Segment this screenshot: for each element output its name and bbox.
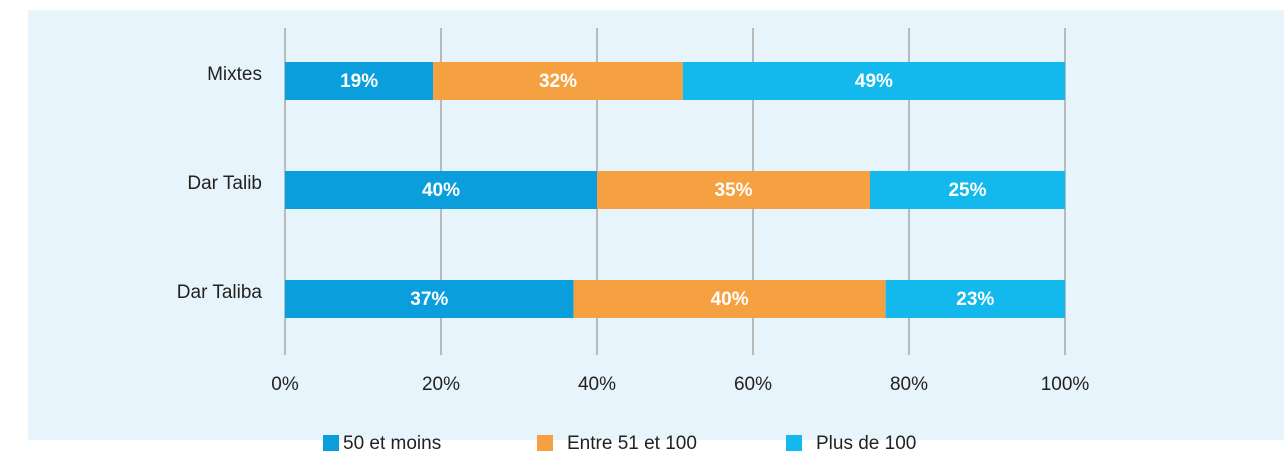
legend-swatch <box>537 435 553 451</box>
bar-segment <box>285 171 597 209</box>
bar-segment <box>682 62 1065 100</box>
x-tick-label: 20% <box>422 374 460 395</box>
value-label: 19% <box>340 71 378 92</box>
bar-segment <box>597 171 870 209</box>
bar-segment <box>285 280 574 318</box>
legend-label: 50 et moins <box>343 433 441 454</box>
x-tick-label: 60% <box>734 374 772 395</box>
bar-segment <box>433 62 683 100</box>
value-label: 40% <box>422 180 460 201</box>
x-tick-label: 0% <box>271 374 299 395</box>
bar-segment <box>573 280 886 318</box>
value-label: 23% <box>956 289 994 310</box>
y-tick-label: Dar Talib <box>187 173 262 194</box>
bar-segment <box>885 280 1065 318</box>
value-label: 40% <box>711 289 749 310</box>
value-label: 25% <box>948 180 986 201</box>
x-tick-label: 40% <box>578 374 616 395</box>
legend-swatch <box>323 435 339 451</box>
bar-segment <box>285 62 434 100</box>
bar-segment <box>870 171 1065 209</box>
x-tick-label: 100% <box>1041 374 1090 395</box>
legend-label: Plus de 100 <box>816 433 916 454</box>
legend-swatch <box>786 435 802 451</box>
value-label: 35% <box>714 180 752 201</box>
value-label: 37% <box>410 289 448 310</box>
value-label: 32% <box>539 71 577 92</box>
value-label: 49% <box>855 71 893 92</box>
y-tick-label: Mixtes <box>207 64 262 85</box>
x-tick-label: 80% <box>890 374 928 395</box>
legend-label: Entre 51 et 100 <box>567 433 697 454</box>
y-tick-label: Dar Taliba <box>177 282 263 303</box>
